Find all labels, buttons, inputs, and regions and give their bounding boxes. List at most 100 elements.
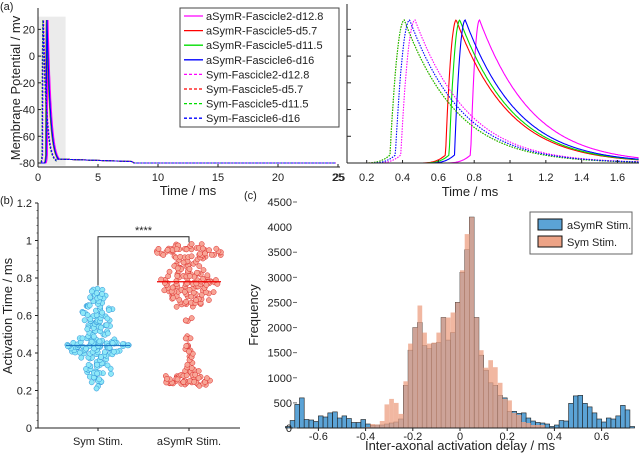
histogram-bar-asymr	[605, 417, 612, 429]
histogram-bar-asymr	[591, 412, 598, 429]
y-axis-label: Frequency	[246, 284, 261, 346]
data-point	[98, 354, 104, 360]
data-point	[181, 288, 188, 295]
data-point	[83, 345, 89, 352]
data-point	[206, 297, 212, 303]
histogram-bar-sym	[511, 412, 517, 428]
legend-label-0: aSymR-Fascicle2-d12.8	[206, 11, 323, 23]
legend-label-1: aSymR-Fascicle5-d5.7	[206, 26, 317, 38]
y-tick-label: 1.2	[17, 198, 32, 210]
panel-label-c: (c)	[244, 190, 257, 202]
data-point	[199, 245, 206, 252]
y-tick-label: 3000	[268, 272, 292, 284]
data-point	[90, 333, 97, 340]
histogram-bar-asymr	[318, 415, 324, 429]
histogram-bar-asymr	[303, 419, 310, 429]
y-axis-label: Membrane Potential / mv	[8, 15, 23, 160]
data-point	[101, 349, 108, 355]
data-point	[204, 272, 211, 279]
histogram-bar-sym	[469, 217, 475, 428]
legend-label-3: aSymR-Fascicle6-d16	[206, 55, 314, 67]
data-point	[78, 354, 85, 361]
data-point	[170, 295, 177, 301]
histogram-bar-asymr	[332, 411, 338, 429]
data-point	[183, 298, 189, 305]
data-point	[84, 326, 91, 333]
histogram-bar-sym	[417, 305, 423, 428]
data-point	[188, 315, 195, 321]
histogram-bar-asymr	[360, 419, 366, 429]
histogram-bar-asymr	[313, 421, 319, 429]
histogram-bar-asymr	[601, 421, 607, 429]
data-point	[108, 370, 114, 377]
data-point	[188, 253, 195, 260]
y-tick-label: 500	[274, 398, 292, 410]
series-line-1	[347, 19, 639, 164]
histogram-bar-asymr	[351, 422, 357, 429]
legend-label-5: Sym-Fascicle5-d5.7	[206, 84, 303, 96]
data-point	[64, 343, 71, 350]
y-tick-label: 1500	[268, 348, 292, 360]
data-point	[213, 245, 220, 252]
histogram-bar-asymr	[544, 423, 550, 429]
legend-swatch-asymr	[537, 218, 563, 231]
data-point	[182, 317, 189, 324]
data-point	[196, 263, 203, 269]
histogram-bar-asymr	[620, 405, 626, 429]
y-tick-label: 0.8	[17, 273, 32, 285]
data-point	[96, 376, 103, 383]
histogram-bar-sym	[464, 234, 470, 428]
x-tick-label: 0.6	[431, 172, 446, 184]
histogram-bar-asymr	[624, 409, 631, 429]
data-point	[174, 376, 181, 383]
data-point	[187, 335, 194, 342]
x-tick-label: 0.6	[594, 431, 609, 443]
histogram-bar-asymr	[346, 418, 352, 429]
histogram-bar-sym	[375, 424, 380, 428]
histogram-bar-asymr	[587, 406, 593, 429]
legend: aSymR Stim. Sym Stim.	[529, 211, 633, 255]
series-line-6	[38, 19, 336, 164]
y-tick-label: 0	[26, 423, 32, 435]
histogram-bar-sym	[422, 332, 427, 428]
x-tick-label: 0.2	[500, 431, 515, 443]
histogram-bar-asymr	[299, 397, 305, 429]
data-point	[210, 289, 217, 295]
x-tick-label: 10	[152, 172, 164, 184]
data-point	[183, 343, 190, 349]
data-point	[183, 246, 190, 253]
x-tick-label: 15	[212, 172, 224, 184]
histogram-bar-asymr	[294, 404, 300, 429]
data-point	[204, 375, 210, 381]
histogram-bar-sym	[455, 302, 460, 428]
y-axis-label: Activation Time / ms	[0, 257, 15, 374]
histogram-bar-asymr	[596, 418, 602, 429]
y-tick-label: 2500	[268, 297, 292, 309]
histogram-bar-sym	[379, 421, 385, 428]
data-point	[155, 245, 162, 252]
x-tick-label: 0.4	[547, 431, 562, 443]
data-point	[164, 247, 171, 253]
x-tick-label: 0.8	[467, 172, 482, 184]
x-tick-label: 0.2	[359, 172, 374, 184]
histogram-bar-sym	[540, 425, 545, 428]
histogram-bar-sym	[450, 312, 456, 428]
histogram-bar-asymr	[572, 395, 579, 429]
x-tick-label: 1.2	[538, 172, 553, 184]
histogram-bar-sym	[460, 270, 465, 428]
histogram-bar-sym	[403, 381, 409, 428]
data-point	[104, 362, 111, 369]
histogram-bar-sym	[497, 382, 503, 428]
series-line-7	[38, 19, 336, 164]
data-point	[166, 268, 173, 275]
data-point	[200, 267, 207, 273]
data-point	[93, 385, 100, 392]
y-tick-label: 0	[286, 423, 292, 435]
series-line-5	[347, 19, 639, 164]
panel-b: (b) 0 0.2 0.4 0.6 0.8 1 1.2 Sym Stim. aSymR Sti…	[0, 195, 240, 448]
x-axis-label: Time / ms	[442, 184, 499, 199]
panel-c: (c) 0 500 1000 1500 2000 2500 3000 3500 4000 4500…	[244, 190, 635, 453]
histogram-bar-asymr	[308, 419, 314, 429]
histogram-bar-sym	[526, 423, 531, 428]
